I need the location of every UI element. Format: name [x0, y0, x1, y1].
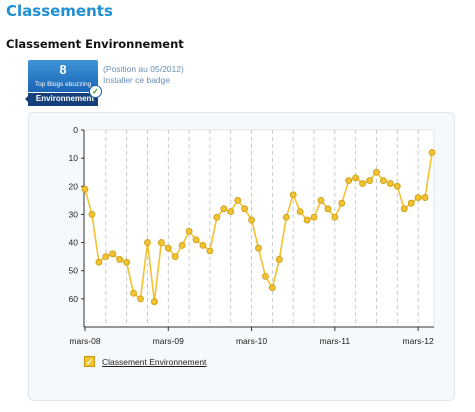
data-point [192, 236, 200, 244]
data-point [102, 253, 110, 261]
x-tick-label: mars-08 [69, 336, 100, 346]
data-point [248, 216, 255, 224]
data-point [317, 196, 325, 204]
data-point [144, 239, 151, 246]
badge-ribbon [25, 94, 30, 104]
data-point [414, 194, 422, 201]
data-point [213, 213, 221, 221]
data-point [428, 149, 436, 156]
data-point [310, 213, 318, 221]
x-tick-label: mars-11 [320, 336, 351, 346]
data-point [137, 295, 144, 303]
y-ticks: 0 10 20 30 40 50 60 [69, 125, 84, 304]
data-point [282, 213, 290, 221]
y-tick-label: 60 [69, 294, 79, 304]
data-point [386, 180, 394, 187]
data-point [199, 241, 207, 249]
data-point [123, 258, 131, 266]
y-tick-label: 0 [73, 125, 78, 135]
data-point [185, 227, 193, 235]
data-point [289, 191, 297, 199]
data-point [109, 250, 117, 258]
page-title: Classements [6, 2, 113, 20]
section-title: Classement Environnement [6, 37, 184, 51]
data-point [331, 213, 339, 221]
data-point [116, 256, 124, 263]
data-point [275, 256, 283, 263]
data-point [150, 298, 158, 306]
data-point [324, 205, 332, 213]
y-tick-label: 30 [69, 209, 79, 219]
badge-bottom: Environnement [28, 92, 98, 106]
data-point [206, 247, 214, 255]
badge-category: Environnement [35, 94, 95, 103]
data-point [338, 199, 346, 207]
data-point [352, 174, 360, 182]
data-point [164, 244, 172, 252]
data-point [255, 244, 262, 252]
data-point [227, 208, 235, 216]
legend-check-icon[interactable]: ✓ [84, 356, 95, 367]
data-point [241, 205, 249, 213]
data-point [303, 216, 311, 224]
data-point [296, 208, 304, 216]
x-tick-label: mars-09 [153, 336, 184, 346]
plot-area [83, 129, 435, 328]
data-point [81, 185, 89, 193]
data-point [88, 211, 96, 218]
legend-label[interactable]: Classement Environnement [102, 357, 207, 367]
data-point [373, 168, 380, 176]
data-point [400, 205, 408, 213]
y-tick-label: 20 [69, 181, 79, 191]
data-point [130, 289, 137, 297]
axes [83, 130, 434, 328]
data-point [393, 182, 401, 190]
y-tick-label: 40 [69, 238, 79, 248]
y-tick-label: 10 [69, 153, 79, 163]
badge-info: (Position au 05/2012) Installer ce badge [103, 64, 184, 86]
data-point [178, 241, 186, 249]
data-point [171, 253, 179, 261]
data-point [268, 284, 276, 292]
y-tick-label: 50 [69, 266, 79, 276]
install-badge-link[interactable]: Installer ce badge [103, 75, 171, 85]
x-ticks: mars-08 mars-09 mars-10 mars-11 mars-12 [69, 327, 434, 346]
ranking-badge[interactable]: 8 Top Blogs ebuzzing Environnement ✓ [25, 60, 102, 106]
data-point [262, 272, 269, 280]
data-point [421, 194, 429, 201]
data-point [359, 180, 367, 187]
badge-subtitle: Top Blogs ebuzzing [34, 81, 92, 88]
data-point [366, 177, 373, 185]
data-point [234, 196, 242, 204]
data-point [345, 177, 353, 185]
x-tick-label: mars-12 [403, 336, 434, 346]
position-text: (Position au 05/2012) [103, 64, 184, 74]
x-tick-label: mars-10 [236, 336, 267, 346]
data-point [157, 239, 165, 246]
badge-rank: 8 [59, 62, 67, 77]
data-point [407, 199, 415, 207]
data-points [81, 149, 436, 306]
grid [105, 130, 419, 327]
badge-top: 8 Top Blogs ebuzzing [28, 60, 98, 92]
data-point [380, 177, 387, 185]
data-point [220, 205, 228, 213]
data-point [95, 258, 103, 266]
check-icon: ✓ [89, 85, 102, 98]
